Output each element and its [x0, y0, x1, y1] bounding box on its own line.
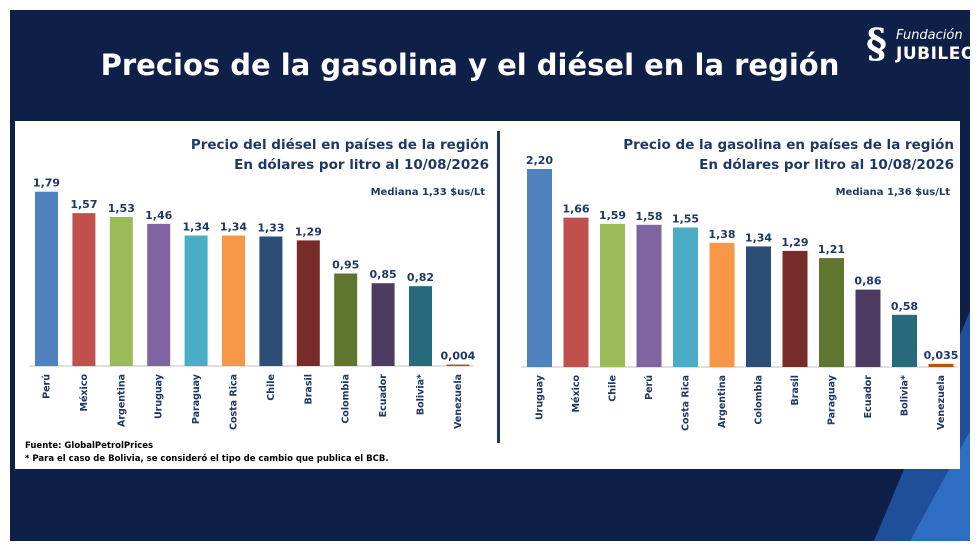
- gasoline-value-label-peru: 1,58: [635, 210, 662, 223]
- gasoline-category-label-argentina: Argentina: [717, 375, 728, 428]
- gasoline-value-label-argentina: 1,38: [708, 228, 735, 241]
- gasoline-category-label-mexico: México: [571, 375, 582, 413]
- gasoline-value-label-bolivia: 0,58: [891, 300, 918, 313]
- diesel-chart-svg: 1,79 Perú 1,57 México 1,53 Argentina 1,46 Urugu…: [29, 177, 476, 430]
- gasoline-bar-ecuador: [855, 289, 881, 367]
- diesel-bar-chile: [259, 236, 283, 366]
- gasoline-bar-venezuela: [928, 363, 954, 367]
- gasoline-bar-colombia: [746, 246, 771, 367]
- diesel-category-label-mexico: México: [79, 374, 90, 412]
- gasoline-value-label-paraguay: 1,21: [818, 243, 845, 256]
- gasoline-category-label-colombia: Colombia: [754, 375, 765, 425]
- logo-line1: Fundación: [896, 28, 963, 43]
- diesel-category-label-paraguay: Paraguay: [191, 373, 202, 424]
- gasoline-category-label-ecuador: Ecuador: [863, 375, 874, 419]
- fundacion-jubileo-logo: § Fundación JUBILEO: [866, 20, 970, 72]
- diesel-value-label-venezuela: 0,004: [441, 350, 476, 363]
- gasoline-chart-title: Precio de la gasolina en países de la re…: [623, 137, 954, 153]
- diesel-median-annotation: Mediana 1,33 $us/Lt: [370, 187, 485, 198]
- diesel-value-label-bolivia: 0,82: [407, 271, 434, 284]
- diesel-bar-costa-rica: [222, 235, 245, 366]
- gasoline-value-label-mexico: 1,66: [562, 203, 589, 216]
- gasoline-bar-brasil: [782, 250, 808, 367]
- logo-mark-icon: §: [866, 20, 887, 67]
- diesel-bar-argentina: [109, 217, 133, 366]
- gasoline-value-label-venezuela: 0,035: [924, 349, 959, 362]
- diesel-value-label-colombia: 0,95: [332, 259, 359, 272]
- diesel-bar-brasil: [296, 240, 320, 366]
- gasoline-bar-costa-rica: [673, 227, 698, 367]
- diesel-chart: 1,79 Perú 1,57 México 1,53 Argentina 1,46 Urugu…: [15, 121, 495, 461]
- gasoline-chart: 2,20 Uruguay 1,66 México 1,59 Chile 1,58 Perú 1,…: [502, 121, 960, 461]
- gasoline-value-label-chile: 1,59: [599, 209, 626, 222]
- diesel-category-label-venezuela: Venezuela: [453, 374, 464, 429]
- diesel-category-label-ecuador: Ecuador: [378, 374, 389, 418]
- slide: Precios de la gasolina y el diésel en la…: [10, 10, 970, 541]
- diesel-chart-title-block: Precio del diésel en países de la región…: [191, 135, 489, 175]
- gasoline-bar-paraguay: [819, 258, 844, 367]
- gasoline-category-label-bolivia: Bolivia*: [900, 375, 911, 416]
- diesel-category-label-uruguay: Uruguay: [154, 373, 165, 419]
- chart-divider: [497, 131, 500, 443]
- gasoline-bar-uruguay: [527, 169, 552, 367]
- diesel-value-label-peru: 1,79: [33, 177, 60, 190]
- gasoline-category-label-paraguay: Paraguay: [827, 374, 838, 425]
- gasoline-value-label-costa-rica: 1,55: [672, 213, 699, 226]
- bolivia-footnote: * Para el caso de Bolivia, se consideró …: [25, 454, 389, 464]
- diesel-value-label-paraguay: 1,34: [183, 221, 210, 234]
- diesel-bar-colombia: [334, 273, 358, 366]
- diesel-value-label-brasil: 1,29: [295, 225, 322, 238]
- logo-line2: JUBILEO: [896, 44, 970, 64]
- diesel-bar-paraguay: [184, 235, 208, 366]
- gasoline-category-label-venezuela: Venezuela: [936, 375, 947, 430]
- diesel-category-label-costa-rica: Costa Rica: [229, 374, 240, 430]
- diesel-category-label-chile: Chile: [266, 374, 277, 401]
- diesel-value-label-mexico: 1,57: [70, 198, 97, 211]
- gasoline-category-label-brasil: Brasil: [790, 375, 801, 406]
- diesel-value-label-chile: 1,33: [257, 222, 284, 235]
- gasoline-category-label-chile: Chile: [608, 375, 619, 402]
- gasoline-value-label-ecuador: 0,86: [854, 275, 881, 288]
- diesel-category-label-peru: Perú: [42, 374, 53, 399]
- gasoline-bar-peru: [636, 224, 662, 367]
- gasoline-median-annotation: Mediana 1,36 $us/Lt: [835, 187, 950, 198]
- gasoline-value-label-brasil: 1,29: [781, 236, 808, 249]
- gasoline-bar-mexico: [563, 217, 589, 367]
- gasoline-chart-svg: 2,20 Uruguay 1,66 México 1,59 Chile 1,58 Perú 1,…: [521, 154, 959, 431]
- gasoline-chart-title-block: Precio de la gasolina en países de la re…: [623, 135, 954, 175]
- diesel-value-label-argentina: 1,53: [108, 202, 135, 215]
- gasoline-value-label-colombia: 1,34: [745, 231, 772, 244]
- diesel-bar-uruguay: [147, 223, 171, 366]
- gasoline-value-label-uruguay: 2,20: [526, 154, 553, 167]
- gasoline-category-label-uruguay: Uruguay: [535, 374, 546, 420]
- diesel-category-label-brasil: Brasil: [303, 374, 314, 405]
- charts-panel: 1,79 Perú 1,57 México 1,53 Argentina 1,46 Urugu…: [15, 121, 960, 469]
- diesel-chart-subtitle: En dólares por litro al 10/08/2026: [234, 157, 489, 173]
- gasoline-category-label-costa-rica: Costa Rica: [681, 375, 692, 431]
- diesel-value-label-ecuador: 0,85: [370, 268, 397, 281]
- diesel-category-label-bolivia: Bolivia*: [416, 374, 427, 415]
- gasoline-bar-bolivia: [892, 314, 917, 367]
- source-footnote: Fuente: GlobalPetrolPrices: [25, 441, 154, 451]
- diesel-bar-ecuador: [371, 283, 395, 366]
- diesel-chart-title: Precio del diésel en países de la región: [190, 137, 489, 153]
- diesel-value-label-uruguay: 1,46: [145, 209, 172, 222]
- diesel-value-label-costa-rica: 1,34: [220, 221, 247, 234]
- gasoline-bar-argentina: [709, 242, 735, 367]
- diesel-category-label-colombia: Colombia: [341, 374, 352, 424]
- gasoline-bar-chile: [600, 223, 625, 367]
- slide-title: Precios de la gasolina y el diésel en la…: [100, 48, 840, 82]
- gasoline-chart-subtitle: En dólares por litro al 10/08/2026: [699, 157, 954, 173]
- gasoline-category-label-peru: Perú: [644, 375, 655, 400]
- diesel-bar-venezuela: [446, 364, 470, 366]
- diesel-category-label-argentina: Argentina: [116, 374, 127, 427]
- diesel-bar-peru: [35, 191, 58, 366]
- diesel-bar-mexico: [72, 213, 96, 366]
- diesel-bar-bolivia: [409, 286, 432, 366]
